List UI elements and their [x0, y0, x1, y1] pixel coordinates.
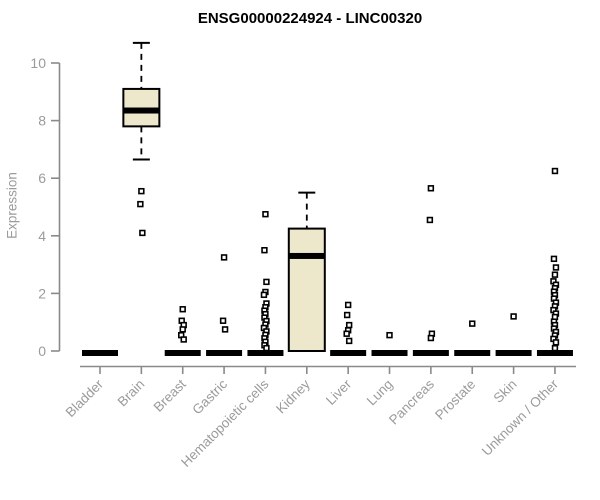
- median-line: [288, 252, 325, 259]
- zero-median-bar: [247, 350, 284, 356]
- outlier-point: [139, 229, 146, 237]
- outlier-point: [180, 336, 187, 343]
- outlier-point: [510, 313, 517, 320]
- zero-median-bar: [82, 350, 118, 356]
- outlier-point: [343, 311, 351, 319]
- zero-median-bar: [412, 350, 449, 356]
- x-category-label: Unknown / Other: [479, 376, 562, 459]
- y-tick-label: 0: [38, 343, 46, 359]
- outlier-point: [221, 326, 229, 333]
- zero-median-bar: [495, 350, 532, 356]
- outlier-point: [550, 255, 558, 263]
- outlier-point: [179, 306, 186, 313]
- outlier-point: [344, 301, 352, 309]
- chart-title: ENSG00000224924 - LINC00320: [197, 10, 423, 27]
- zero-median-bar: [536, 350, 573, 356]
- outlier-point: [427, 334, 435, 342]
- outlier-point: [552, 339, 560, 346]
- zero-median-bar: [371, 350, 408, 356]
- y-tick-label: 8: [38, 113, 46, 129]
- outlier-point: [427, 185, 435, 192]
- y-tick-label: 6: [38, 170, 46, 186]
- median-line: [123, 107, 160, 114]
- outlier-point: [551, 167, 559, 175]
- zero-median-bar: [164, 350, 201, 356]
- box-iqr: [287, 227, 326, 353]
- x-category-label: Kidney: [273, 376, 313, 416]
- y-tick-label: 2: [38, 285, 46, 301]
- x-category-label: Breast: [151, 376, 189, 414]
- outlier-point: [137, 200, 144, 208]
- outlier-point: [551, 271, 559, 278]
- outlier-point: [263, 278, 270, 286]
- x-category-label: Pancreas: [386, 376, 437, 427]
- x-category-label: Liver: [323, 376, 355, 408]
- y-tick-label: 10: [30, 55, 46, 71]
- outlier-point: [179, 326, 186, 333]
- x-category-label: Prostate: [432, 377, 478, 423]
- x-category-label: Brain: [115, 377, 148, 410]
- outlier-point: [345, 321, 353, 329]
- outlier-point: [469, 320, 476, 327]
- zero-median-bar: [330, 350, 367, 356]
- x-category-label: Lung: [364, 377, 396, 409]
- outlier-point: [219, 317, 227, 324]
- outlier-point: [220, 254, 228, 261]
- x-category-label: Skin: [491, 377, 520, 406]
- outlier-point: [386, 331, 393, 339]
- outlier-point: [261, 247, 268, 254]
- y-tick-label: 4: [38, 228, 46, 244]
- zero-median-bar: [454, 350, 491, 356]
- outlier-point: [263, 344, 270, 352]
- x-category-label: Bladder: [63, 376, 107, 420]
- outlier-point: [345, 337, 353, 345]
- x-category-label: Gastric: [189, 376, 230, 417]
- outlier-point: [262, 211, 269, 218]
- zero-median-bar: [206, 350, 243, 356]
- outlier-point: [260, 291, 268, 299]
- outlier-point: [343, 330, 350, 337]
- outlier-point: [138, 187, 145, 195]
- outlier-point: [426, 216, 434, 224]
- outlier-point: [552, 264, 560, 271]
- outlier-point: [551, 344, 559, 352]
